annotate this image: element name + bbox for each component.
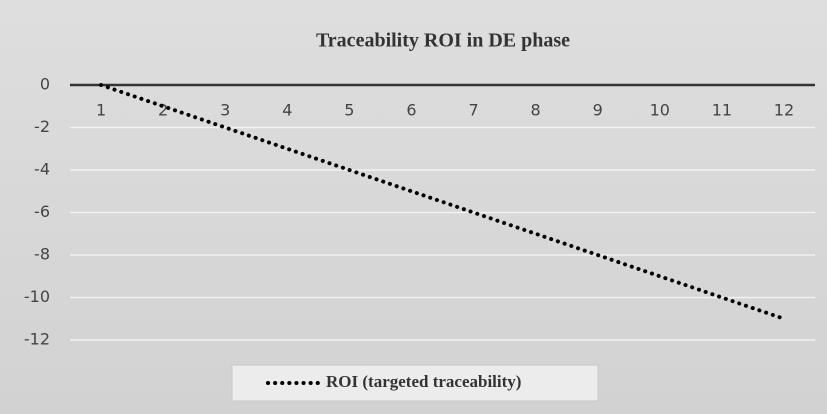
x-tick-label: 12 [774, 101, 794, 120]
y-tick-label: -12 [24, 330, 50, 349]
legend-label: ROI (targeted traceability) [326, 372, 521, 391]
x-tick-label: 6 [406, 101, 416, 120]
background [0, 0, 827, 414]
chart: Traceability ROI in DE phase 0 -2 -4 -6 -8 -1… [0, 0, 827, 414]
x-tick-label: 10 [650, 101, 670, 120]
x-tick-label: 7 [468, 101, 478, 120]
y-tick-label: -10 [24, 287, 50, 306]
y-tick-label: -6 [34, 202, 50, 221]
x-tick-label: 2 [158, 101, 168, 120]
x-tick-label: 9 [593, 101, 603, 120]
y-tick-label: -2 [34, 117, 50, 136]
y-tick-label: -4 [34, 160, 50, 179]
x-tick-label: 11 [712, 101, 732, 120]
x-tick-label: 8 [531, 101, 541, 120]
y-tick-label: 0 [40, 75, 50, 94]
y-tick-label: -8 [34, 245, 50, 264]
page: {"chart_data": {"type": "line", "title":… [0, 0, 827, 414]
x-tick-label: 5 [344, 101, 354, 120]
chart-title: Traceability ROI in DE phase [316, 30, 570, 52]
x-tick-label: 1 [96, 101, 106, 120]
x-tick-label: 4 [282, 101, 292, 120]
x-tick-label: 3 [220, 101, 230, 120]
